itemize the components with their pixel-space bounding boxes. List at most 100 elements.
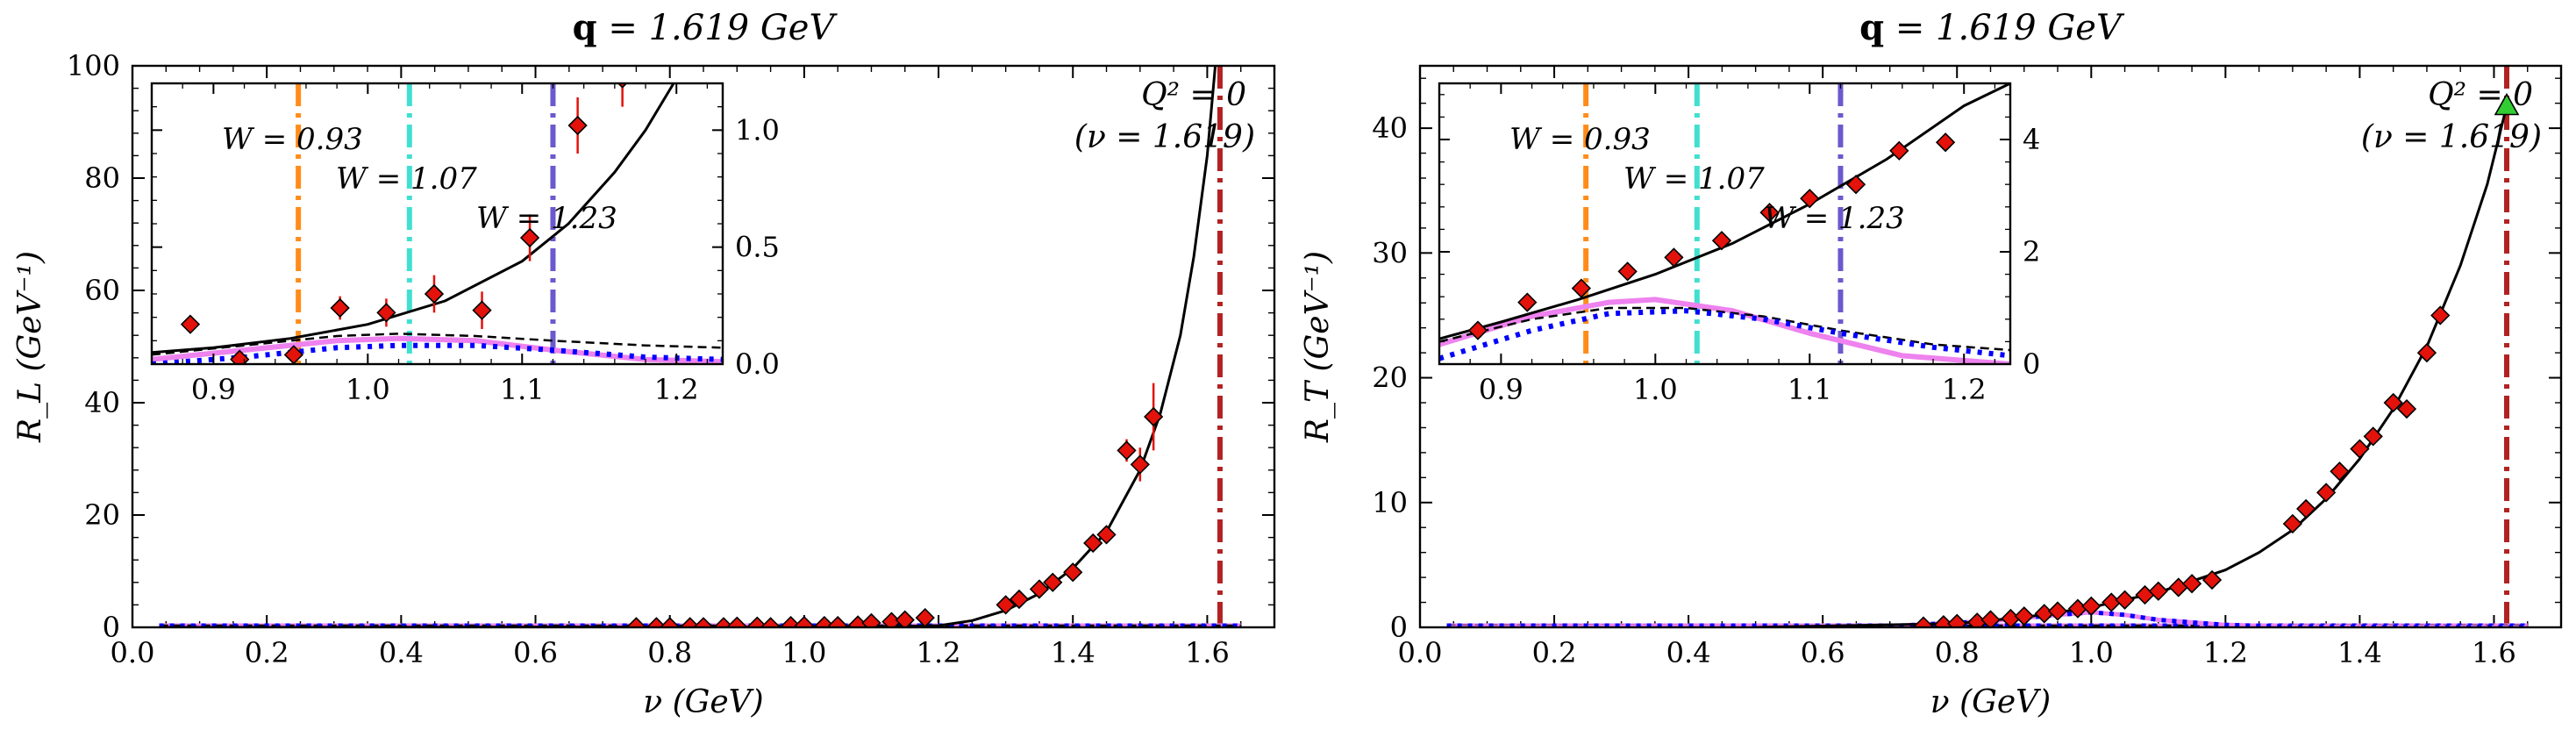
inset-x-tick-label: 1.1 [500, 373, 545, 406]
x-tick-label: 0.2 [245, 636, 289, 669]
data-point [2081, 596, 2101, 616]
q2-label: Q² = 0 [1141, 77, 1246, 113]
data-point [1144, 406, 1164, 427]
data-point [1063, 562, 1083, 583]
data-point [713, 617, 734, 627]
data-point [693, 617, 714, 627]
plot-frame [131, 64, 1276, 629]
w-label: W = 1.23 [1764, 201, 1905, 236]
data-point [1029, 579, 1050, 599]
w-label: W = 0.93 [1509, 122, 1651, 157]
x-tick-label: 0.0 [111, 636, 155, 669]
inset-x-tick-label: 1.0 [346, 373, 390, 406]
inset-x-tick-label: 1.2 [1942, 373, 1987, 406]
inset: W = 0.93 W = 1.07 W = 1.23 0.9 1.0 1.1 1.2 0.0 0… [150, 82, 780, 406]
data-point [2363, 426, 2383, 447]
x-tick-label: 0.0 [1398, 636, 1443, 669]
data-point [760, 617, 781, 627]
data-point [1043, 572, 1063, 592]
plot-area [1446, 66, 2528, 627]
inset-x-tick-label: 0.9 [191, 373, 236, 406]
x-tick-label: 1.6 [2472, 636, 2516, 669]
inset: W = 0.93 W = 1.07 W = 1.23 0.9 1.0 1.1 1.2 0 2 4 [1438, 82, 2040, 406]
plot-area [159, 66, 1241, 627]
y-axis-label: R_L (GeV⁻¹) [12, 251, 48, 443]
inset-x-tick-label: 1.1 [1788, 373, 1832, 406]
data-point [1980, 610, 2001, 627]
x-tick-label: 0.4 [1666, 636, 1711, 669]
data-point [2296, 498, 2316, 519]
y-tick-label: 60 [84, 274, 120, 307]
inset-data-point [330, 297, 350, 318]
inset-y-tick-label: 0.0 [735, 347, 780, 381]
inset-data-point [1889, 140, 1909, 161]
data-point [995, 595, 1016, 615]
data-point [2014, 606, 2034, 626]
panel-transverse: q = 1.619 GeV ν (GeV) R_T (GeV⁻¹) 0.0 0.2 0.4… [1300, 7, 2563, 720]
y-tick-label: 0 [103, 611, 120, 644]
y-axis-label: R_T (GeV⁻¹) [1300, 251, 1336, 443]
inset-data-point [424, 283, 445, 304]
fit-curve [159, 66, 1217, 627]
inset-data-point [1664, 247, 1684, 268]
data-point [2316, 483, 2337, 503]
x-tick-label: 1.0 [2069, 636, 2114, 669]
data-point [2047, 601, 2068, 621]
data-point [2383, 392, 2403, 413]
inset-frame [1438, 82, 2012, 366]
q2-label: Q² = 0 [2428, 77, 2533, 113]
data-point [1009, 589, 1030, 610]
data-point [2396, 398, 2417, 419]
inset-y-tick-label: 2 [2023, 235, 2040, 268]
data-point [861, 612, 881, 627]
x-tick-label: 1.6 [1185, 636, 1230, 669]
x-tick-label: 1.4 [1051, 636, 1095, 669]
inset-y-tick-label: 0 [2023, 347, 2040, 381]
inset-plot-area [1439, 83, 2010, 364]
q2-label-nu: (ν = 1.619) [1074, 119, 1255, 155]
y-tick-label: 30 [1372, 236, 1408, 269]
chart-title: q = 1.619 GeV [1859, 7, 2125, 48]
data-point [2330, 462, 2350, 482]
data-point [781, 615, 801, 627]
inset-dotted-curve [152, 342, 723, 364]
data-point [895, 610, 915, 627]
data-point [1947, 613, 1967, 627]
data-point [2148, 581, 2168, 601]
data-point [2181, 574, 2202, 594]
data-point [660, 617, 680, 627]
inset-dashed-curve [1439, 306, 2010, 352]
x-tick-label: 0.2 [1532, 636, 1577, 669]
inset-data-point [180, 314, 201, 334]
inset-data-point [1800, 189, 1820, 209]
x-tick-label: 0.6 [513, 636, 558, 669]
data-point [1130, 454, 1150, 475]
data-point [2201, 569, 2223, 590]
data-point [2350, 439, 2370, 459]
x-tick-label: 0.8 [1935, 636, 1980, 669]
x-tick-label: 0.6 [1801, 636, 1845, 669]
y-tick-label: 80 [84, 161, 120, 195]
inset-x-tick-label: 0.9 [1479, 373, 1523, 406]
y-tick-label: 0 [1390, 611, 1408, 644]
data-point [1083, 533, 1103, 554]
x-tick-label: 1.2 [917, 636, 961, 669]
data-point [2034, 604, 2054, 624]
inset-data-point [1517, 292, 1538, 312]
inset-data-point [376, 303, 396, 323]
panel-longitudinal: q = 1.619 GeV ν (GeV) R_L (GeV⁻¹) 0.0 0.2 0.4… [12, 7, 1276, 720]
q2-label-nu: (ν = 1.619) [2361, 119, 2542, 155]
data-point [1913, 616, 1934, 627]
data-point [1096, 525, 1117, 545]
data-point [814, 615, 834, 627]
inset-magenta-curve [1439, 297, 2010, 364]
data-point [828, 615, 848, 627]
inset-y-tick-label: 4 [2023, 123, 2040, 156]
data-point [1117, 440, 1137, 461]
plot-frame [1418, 64, 2563, 629]
inset-y-tick-label: 0.5 [735, 231, 780, 264]
data-point [2101, 592, 2122, 612]
inset-data-point [1711, 231, 1732, 251]
x-tick-label: 1.2 [2203, 636, 2248, 669]
inset-fit-curve [152, 83, 675, 354]
